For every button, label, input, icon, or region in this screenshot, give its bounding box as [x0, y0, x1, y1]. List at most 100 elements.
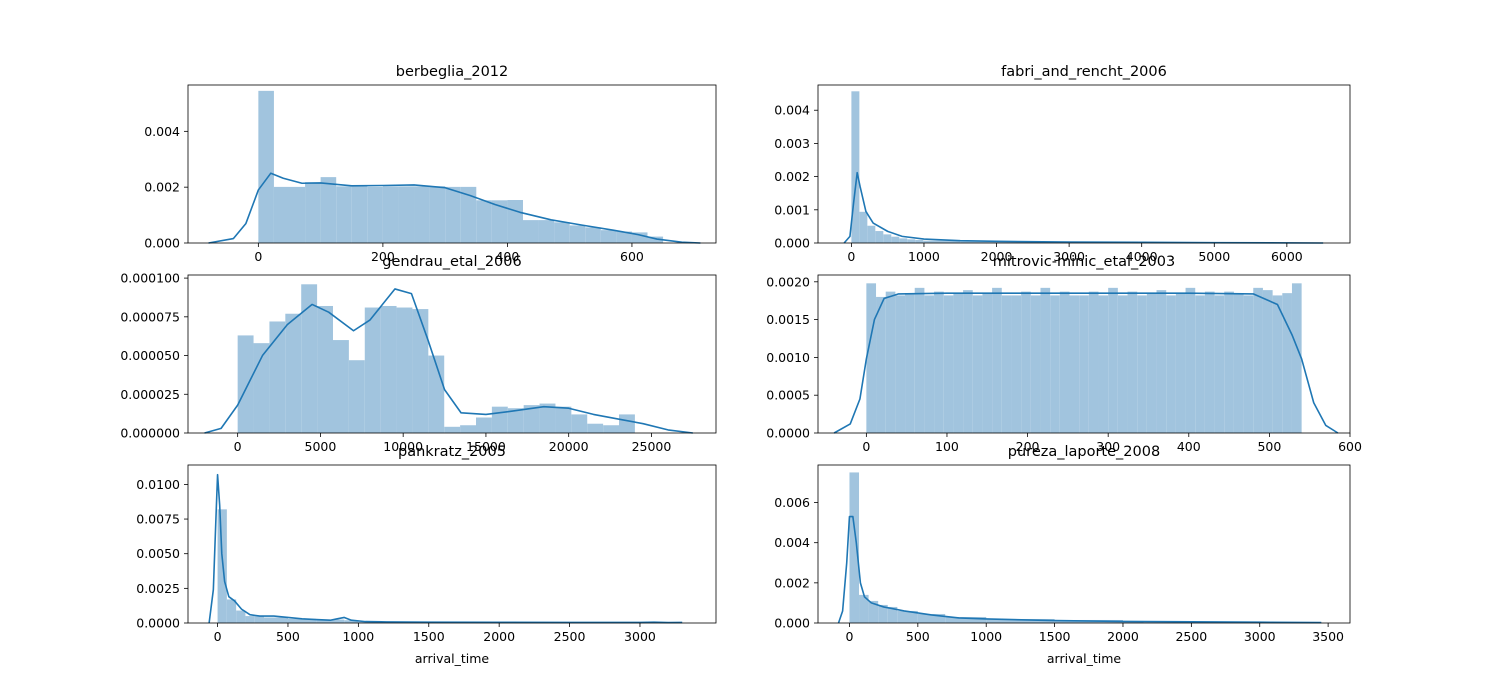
- hist-bar: [1175, 293, 1186, 433]
- subplot-2: 0 5000 10000 15000 20000 25000 0.000000 0.00002…: [120, 254, 717, 454]
- hist-bar: [859, 594, 869, 623]
- hist-bar: [868, 600, 879, 623]
- hist-bar: [289, 186, 306, 243]
- x-tick-label: 3000: [1053, 249, 1085, 264]
- hist-bar: [305, 182, 321, 243]
- x-tick-label: 1000: [342, 629, 374, 644]
- hist-bar: [891, 236, 900, 243]
- hist-bar: [907, 239, 916, 243]
- hist-bar: [867, 225, 876, 243]
- hist-bar: [273, 186, 290, 243]
- hist-bar: [875, 231, 884, 243]
- hist-bar: [460, 425, 476, 433]
- x-tick-label: 0: [845, 629, 853, 644]
- hist-bar: [1069, 295, 1080, 433]
- x-tick-label: 200: [1016, 439, 1040, 454]
- x-tick-label: 15000: [466, 439, 506, 454]
- x-tick-label: 3000: [1244, 629, 1276, 644]
- hist-bar: [616, 231, 632, 243]
- hist-bar: [301, 284, 318, 433]
- subplot-3: 0 100 200 300 400 500 600 0.0000 0.0005 0.0010 0.0…: [766, 254, 1362, 454]
- axes-frame: [817, 464, 1351, 624]
- hist-bar: [460, 186, 477, 243]
- subplot-title: berbeglia_2012: [396, 64, 509, 80]
- hist-bar: [851, 91, 860, 243]
- y-tick-label: 0.000: [774, 616, 810, 631]
- hist-bar: [398, 186, 415, 243]
- hist-bar: [1108, 287, 1118, 433]
- hist-bar: [444, 426, 461, 433]
- hist-bar: [476, 417, 492, 433]
- y-tick-label: 0.0100: [136, 477, 180, 492]
- x-tick-label: 600: [1338, 439, 1362, 454]
- hist-bar: [554, 222, 570, 243]
- hist-bar: [895, 295, 906, 433]
- hist-bar: [1011, 295, 1022, 433]
- x-tick-label: 2500: [1175, 629, 1207, 644]
- hist-bar: [445, 186, 461, 243]
- hist-bar: [1233, 293, 1244, 433]
- y-tick-label: 0.001: [774, 202, 810, 217]
- hist-bar: [367, 186, 383, 243]
- hist-bar: [258, 90, 274, 243]
- hist-bar: [897, 610, 918, 623]
- x-tick-label: 0: [862, 439, 870, 454]
- hist-bar: [934, 291, 944, 433]
- hist-bar: [1127, 291, 1138, 433]
- hist-bar: [1272, 295, 1283, 433]
- y-tick-label: 0.004: [774, 535, 810, 550]
- hist-bar: [883, 234, 892, 243]
- hist-bar: [887, 606, 898, 623]
- hist-bar: [1253, 287, 1263, 433]
- hist-bar: [587, 423, 604, 433]
- x-tick-label: 3000: [624, 629, 656, 644]
- hist-bar: [992, 287, 1002, 433]
- x-axis-label: arrival_time: [1047, 651, 1122, 666]
- hist-bar: [1030, 295, 1041, 433]
- hist-bar: [491, 200, 508, 243]
- hist-bar: [555, 406, 572, 433]
- hist-bar: [982, 293, 993, 433]
- hist-bar: [1146, 293, 1157, 433]
- hist-bar: [317, 305, 333, 433]
- hist-bar: [945, 616, 987, 623]
- y-tick-label: 0.004: [144, 124, 180, 139]
- x-tick-label: 1000: [908, 249, 940, 264]
- kde-line: [208, 172, 701, 244]
- subplot-title: gendrau_etal_2006: [382, 254, 521, 270]
- hist-bar: [1204, 291, 1215, 433]
- y-tick-label: 0.0075: [136, 512, 180, 527]
- hist-bar: [960, 241, 1033, 243]
- x-tick-label: 5000: [305, 439, 337, 454]
- y-tick-label: 0.000100: [120, 271, 180, 286]
- hist-bar: [986, 618, 1055, 623]
- hist-bar: [236, 610, 246, 623]
- hist-bar: [885, 291, 896, 433]
- hist-bar: [849, 472, 860, 623]
- hist-bar: [899, 238, 908, 243]
- subplot-title: fabri_and_rencht_2006: [1001, 64, 1167, 80]
- hist-bar: [538, 220, 555, 243]
- hist-bar: [631, 232, 648, 243]
- y-tick-label: 0.0025: [136, 581, 180, 596]
- x-tick-label: 400: [1177, 439, 1201, 454]
- hist-bar: [571, 414, 588, 433]
- y-tick-label: 0.0015: [766, 312, 810, 327]
- kde-line: [833, 292, 1339, 434]
- x-tick-label: 200: [371, 249, 395, 264]
- hist-bar: [429, 186, 446, 243]
- axes-frame: [187, 464, 717, 624]
- hist-bar: [1243, 295, 1254, 433]
- hist-bar: [1050, 295, 1060, 433]
- hist-bar: [412, 309, 429, 433]
- subplot-title: pureza_laporte_2008: [1008, 444, 1160, 460]
- hist-bar: [1214, 295, 1225, 433]
- hist-bar: [1282, 293, 1292, 433]
- kde-line: [208, 473, 683, 624]
- hist-bar: [876, 296, 886, 433]
- hist-bar: [1001, 295, 1012, 433]
- hist-bar: [351, 186, 368, 243]
- hist-bar: [924, 295, 935, 433]
- hist-bar: [647, 236, 664, 243]
- hist-bar: [348, 360, 365, 433]
